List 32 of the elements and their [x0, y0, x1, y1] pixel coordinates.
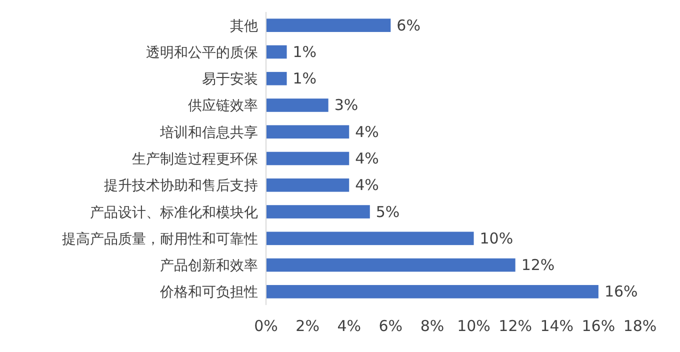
data-label: 4% — [355, 176, 379, 194]
x-tick-label: 10% — [457, 317, 490, 335]
x-tick-label: 2% — [296, 317, 320, 335]
data-label: 4% — [355, 150, 379, 168]
y-tick-label: 价格和可负担性 — [159, 284, 258, 301]
data-label: 6% — [396, 16, 420, 34]
data-label: 12% — [521, 256, 555, 274]
x-tick-label: 6% — [378, 317, 403, 335]
data-label: 1% — [292, 42, 317, 61]
data-label: 16% — [604, 282, 638, 301]
y-tick-label: 透明和公平的质保 — [146, 44, 258, 61]
x-tick-label: 14% — [540, 317, 574, 335]
x-tick-label: 4% — [337, 317, 362, 335]
data-label: 10% — [480, 229, 514, 248]
y-tick-label: 易于安装 — [202, 72, 258, 88]
y-tick-label: 供应链效率 — [188, 98, 258, 114]
y-tick-label: 生产制造过程更环保 — [132, 152, 258, 168]
y-tick-label: 提高产品质量，耐用性和可靠性 — [62, 231, 258, 248]
data-label: 5% — [376, 202, 400, 221]
y-tick-label: 产品创新和效率 — [160, 258, 258, 274]
x-tick-label: 16% — [582, 317, 616, 335]
x-tick-label: 18% — [623, 317, 657, 335]
x-tick-label: 0% — [254, 317, 278, 335]
data-label: 4% — [355, 122, 379, 141]
x-tick-label: 12% — [498, 317, 532, 335]
data-label: 1% — [292, 70, 317, 88]
data-label: 3% — [334, 96, 358, 114]
y-tick-label: 其他 — [230, 18, 258, 34]
y-tick-label: 提升技术协助和售后支持 — [104, 178, 258, 194]
y-tick-label: 培训和信息共享 — [159, 124, 258, 141]
y-tick-label: 产品设计、标准化和模块化 — [90, 204, 258, 221]
x-tick-label: 8% — [420, 317, 444, 335]
